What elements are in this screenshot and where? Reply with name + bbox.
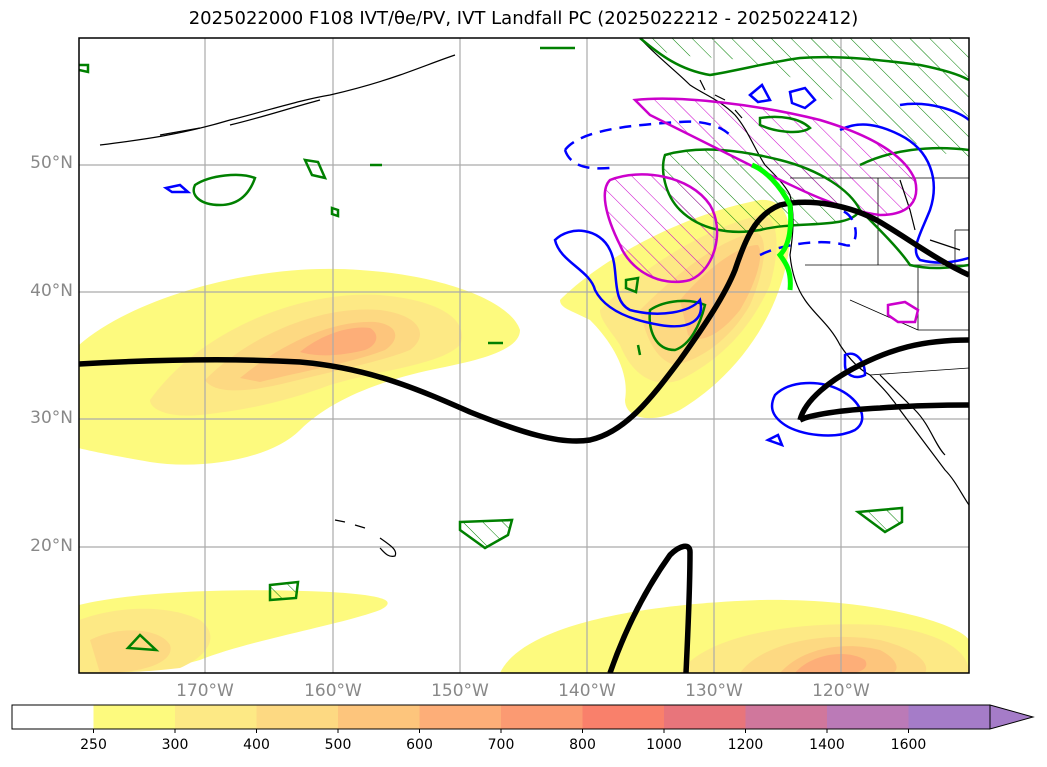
colorbar-segment [827,705,909,729]
colorbar-tick-label: 500 [324,737,352,753]
colorbar-tick-label: 300 [161,737,189,753]
colorbar-segment [12,705,94,729]
colorbar [11,704,1035,733]
colorbar-tick-label: 250 [80,737,107,753]
lon-label-120w: 120°W [812,681,870,701]
colorbar-tick-label: 1600 [890,737,927,753]
colorbar-segment [501,705,583,729]
lon-label-130w: 130°W [685,681,743,701]
landfall-line [750,162,794,291]
colorbar-tick-label: 400 [243,737,270,753]
lat-label-40n: 40°N [30,281,73,301]
colorbar-segment [745,705,828,729]
colorbar-segment [908,705,991,729]
colorbar-segment [419,705,502,729]
lat-label-30n: 30°N [30,408,73,428]
colorbar-segment [338,705,420,729]
map-title: 2025022000 F108 IVT/θe/PV, IVT Landfall … [188,8,859,29]
lon-label-170w: 170°W [176,681,234,701]
map-frame [78,37,970,674]
colorbar-tick-label: 1400 [809,737,845,753]
lon-label-140w: 140°W [558,681,616,701]
gridlines [79,38,969,673]
colorbar-tick-label: 600 [406,737,433,753]
colorbar-extend-arrow [989,704,1035,730]
colorbar-segment [256,705,339,729]
magenta-contours [603,97,920,324]
colorbar-tick-label: 800 [569,737,596,753]
lon-label-150w: 150°W [431,681,489,701]
colorbar-segment [93,705,176,729]
coastlines [99,38,969,557]
lon-label-160w: 160°W [304,681,362,701]
green-contours [79,38,969,652]
lat-label-50n: 50°N [30,153,73,173]
lat-label-20n: 20°N [30,536,73,556]
colorbar-tick-label: 1000 [646,737,682,753]
colorbar-tick-label: 700 [487,737,515,753]
pv-contours [79,199,969,673]
colorbar-segment [664,705,746,729]
colorbar-segment [175,705,257,729]
colorbar-tick-label: 1200 [727,737,764,753]
colorbar-segment [582,705,665,729]
